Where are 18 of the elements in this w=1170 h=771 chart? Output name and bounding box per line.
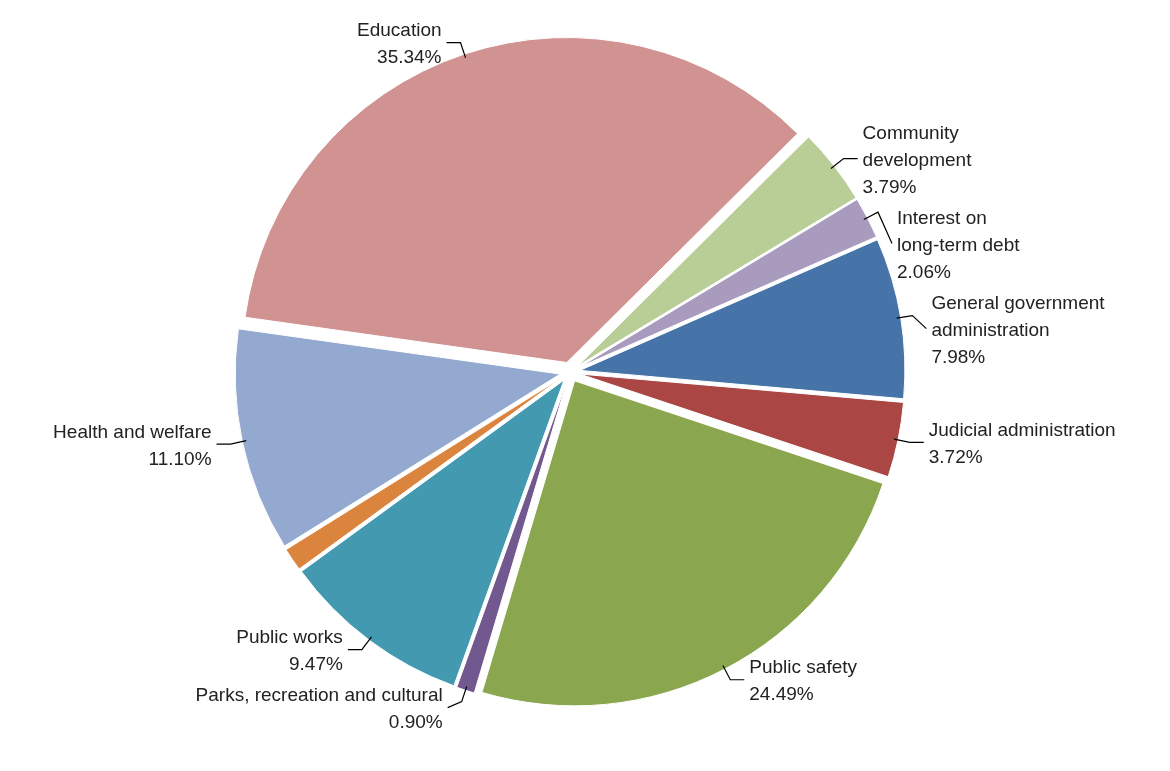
slice-label: Health and welfare [53,420,212,442]
data-label: 24.49% [749,683,814,705]
slice-label: Public safety [749,656,858,678]
data-label: 7.98% [931,345,986,367]
data-label: 35.34% [377,46,442,68]
slice-label: Public works [236,626,343,648]
data-label: 11.10% [148,447,212,469]
data-label: 3.79% [862,175,917,197]
data-label: 2.06% [897,260,951,282]
data-label: 3.72% [928,445,983,467]
slice-label: Parks, recreation and cultural [195,684,443,706]
slice-label: Judicial administration [928,418,1116,440]
data-label: 0.90% [388,711,443,733]
slice-label: Community development [862,121,973,170]
slice-label: General government administration [931,291,1106,340]
slice-label: Education [357,19,442,41]
slice-label: Interest on long-term debt [897,206,1021,255]
data-label: 9.47% [289,653,343,675]
